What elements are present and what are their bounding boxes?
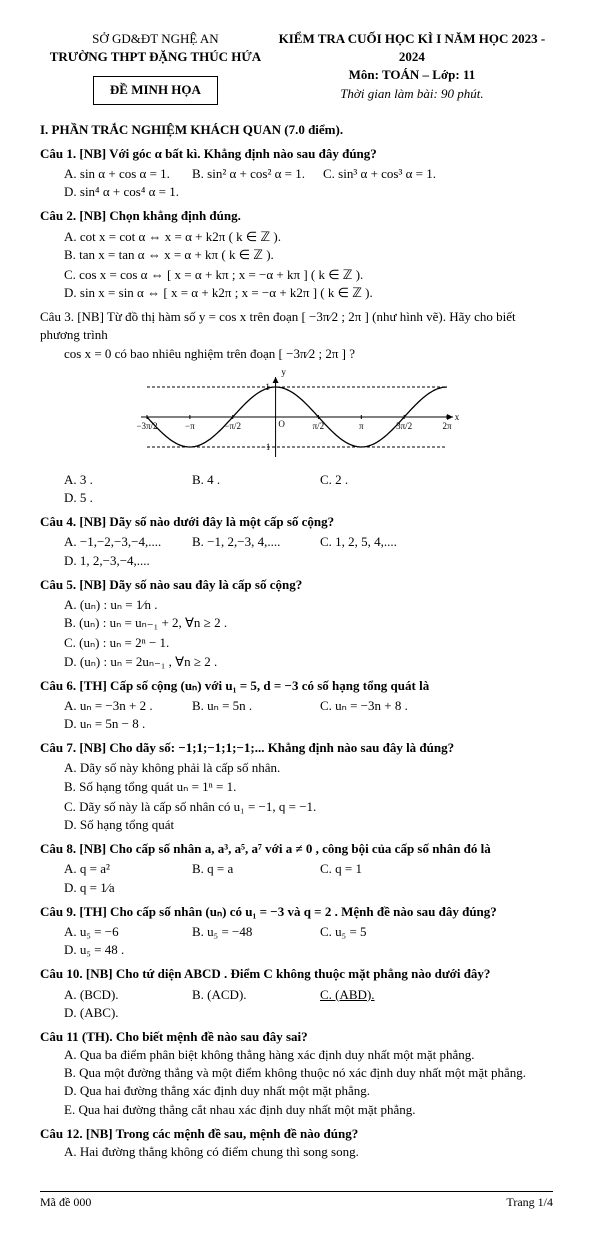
q4-stem: Câu 4. [NB] Dãy số nào dưới đây là một c… <box>40 513 553 531</box>
q10-C: C. (ABD). <box>320 986 430 1004</box>
q6-stem: Câu 6. [TH] Cấp số cộng (uₙ) với u₁ = 5,… <box>40 677 553 695</box>
q9-B: B. u₅ = −48 <box>192 923 302 941</box>
q11-A: A. Qua ba điểm phân biệt không thẳng hàn… <box>64 1046 553 1064</box>
q7-stem: Câu 7. [NB] Cho dãy số: −1;1;−1;1;−1;...… <box>40 739 553 757</box>
q4-D: D. 1, 2,−3,−4,.... <box>64 552 174 570</box>
svg-text:x: x <box>454 412 459 422</box>
exam-time: Thời gian làm bài: 90 phút. <box>271 85 553 103</box>
footer: Mã đề 000 Trang 1/4 <box>40 1191 553 1211</box>
q11-E: E. Qua hai đường thẳng cắt nhau xác định… <box>64 1101 553 1119</box>
q12-A: A. Hai đường thẳng không có điểm chung t… <box>64 1143 553 1161</box>
q3-C: C. 2 . <box>320 471 430 489</box>
header-right: KIỂM TRA CUỐI HỌC KÌ I NĂM HỌC 2023 - 20… <box>271 30 553 105</box>
q2-B: B. tan x = tan α ⇔ x = α + kπ ( k ∈ ℤ ). <box>64 246 304 264</box>
q11-D: D. Qua hai đường thẳng xác định duy nhất… <box>64 1082 553 1100</box>
q7-D: D. Số hạng tổng quát <box>64 816 304 834</box>
header: SỞ GD&ĐT NGHỆ AN TRƯỜNG THPT ĐẶNG THÚC H… <box>40 30 553 105</box>
q10-D: D. (ABC). <box>64 1004 174 1022</box>
q2-D: D. sin x = sin α ⇔ [ x = α + k2π ; x = −… <box>64 284 373 302</box>
dept: SỞ GD&ĐT NGHỆ AN <box>40 30 271 48</box>
q3-stem2: cos x = 0 có bao nhiêu nghiệm trên đoạn … <box>40 345 553 363</box>
q3-stem1: Câu 3. [NB] Từ đồ thị hàm số y = cos x t… <box>40 308 553 344</box>
q9: Câu 9. [TH] Cho cấp số nhân (uₙ) có u₁ =… <box>40 903 553 960</box>
q10-stem: Câu 10. [NB] Cho tứ diện ABCD . Điểm C k… <box>40 965 553 983</box>
header-left: SỞ GD&ĐT NGHỆ AN TRƯỜNG THPT ĐẶNG THÚC H… <box>40 30 271 105</box>
q1-C: C. sin³ α + cos³ α = 1. <box>323 165 436 183</box>
svg-text:2π: 2π <box>442 421 452 431</box>
page-number: Trang 1/4 <box>506 1194 553 1211</box>
q11-stem: Câu 11 (TH). Cho biết mệnh đề nào sau đâ… <box>40 1028 553 1046</box>
q9-C: C. u₅ = 5 <box>320 923 430 941</box>
q7-B: B. Số hạng tổng quát uₙ = 1ⁿ = 1. <box>64 778 304 796</box>
q6-A: A. uₙ = −3n + 2 . <box>64 697 174 715</box>
sample-box: ĐỀ MINH HỌA <box>93 76 218 104</box>
q3-A: A. 3 . <box>64 471 174 489</box>
q12: Câu 12. [NB] Trong các mệnh đề sau, mệnh… <box>40 1125 553 1161</box>
q12-stem: Câu 12. [NB] Trong các mệnh đề sau, mệnh… <box>40 1125 553 1143</box>
q4-A: A. −1,−2,−3,−4,.... <box>64 533 174 551</box>
q8: Câu 8. [NB] Cho cấp số nhân a, a³, a⁵, a… <box>40 840 553 897</box>
q5-D: D. (uₙ) : uₙ = 2uₙ₋₁ , ∀n ≥ 2 . <box>64 653 304 671</box>
q8-D: D. q = 1⁄a <box>64 879 174 897</box>
q10: Câu 10. [NB] Cho tứ diện ABCD . Điểm C k… <box>40 965 553 1022</box>
section1-title: I. PHẦN TRẮC NGHIỆM KHÁCH QUAN (7.0 điểm… <box>40 121 553 139</box>
q3-D: D. 5 . <box>64 489 174 507</box>
q5: Câu 5. [NB] Dãy số nào sau đây là cấp số… <box>40 576 553 671</box>
q1-A: A. sin α + cos α = 1. <box>64 165 174 183</box>
q2-C: C. cos x = cos α ⇔ [ x = α + kπ ; x = −α… <box>64 266 363 284</box>
q1-B: B. sin² α + cos² α = 1. <box>192 165 305 183</box>
svg-text:π/2: π/2 <box>312 421 324 431</box>
q9-A: A. u₅ = −6 <box>64 923 174 941</box>
q10-B: B. (ACD). <box>192 986 302 1004</box>
q1: Câu 1. [NB] Với góc α bất kì. Khẳng định… <box>40 145 553 202</box>
q7-C: C. Dãy số này là cấp số nhân có u₁ = −1,… <box>64 798 316 816</box>
subject: Môn: TOÁN – Lớp: 11 <box>271 66 553 84</box>
q8-A: A. q = a² <box>64 860 174 878</box>
q11: Câu 11 (TH). Cho biết mệnh đề nào sau đâ… <box>40 1028 553 1119</box>
q6-C: C. uₙ = −3n + 8 . <box>320 697 430 715</box>
q5-C: C. (uₙ) : uₙ = 2ⁿ − 1. <box>64 634 304 652</box>
q2-stem: Câu 2. [NB] Chọn khẳng định đúng. <box>40 207 553 225</box>
svg-text:π: π <box>359 421 364 431</box>
q4-B: B. −1, 2,−3, 4,.... <box>192 533 302 551</box>
q8-C: C. q = 1 <box>320 860 430 878</box>
q1-D: D. sin⁴ α + cos⁴ α = 1. <box>64 183 179 201</box>
q4: Câu 4. [NB] Dãy số nào dưới đây là một c… <box>40 513 553 570</box>
q9-D: D. u₅ = 48 . <box>64 941 174 959</box>
q5-A: A. (uₙ) : uₙ = 1⁄n . <box>64 596 304 614</box>
q9-stem: Câu 9. [TH] Cho cấp số nhân (uₙ) có u₁ =… <box>40 903 553 921</box>
q11-B: B. Qua một đường thẳng và một điểm không… <box>64 1064 553 1082</box>
q7: Câu 7. [NB] Cho dãy số: −1;1;−1;1;−1;...… <box>40 739 553 834</box>
exam-title: KIỂM TRA CUỐI HỌC KÌ I NĂM HỌC 2023 - 20… <box>271 30 553 66</box>
cos-graph: 1−1xy−3π/2−π−π/2Oπ/2π3π/22π <box>127 367 467 467</box>
exam-code: Mã đề 000 <box>40 1194 91 1211</box>
q6-D: D. uₙ = 5n − 8 . <box>64 715 174 733</box>
q3: Câu 3. [NB] Từ đồ thị hàm số y = cos x t… <box>40 308 553 507</box>
q6: Câu 6. [TH] Cấp số cộng (uₙ) với u₁ = 5,… <box>40 677 553 734</box>
svg-text:−1: −1 <box>260 442 270 452</box>
q2: Câu 2. [NB] Chọn khẳng định đúng. A. cot… <box>40 207 553 302</box>
q6-B: B. uₙ = 5n . <box>192 697 302 715</box>
svg-text:y: y <box>281 367 286 377</box>
q5-stem: Câu 5. [NB] Dãy số nào sau đây là cấp số… <box>40 576 553 594</box>
q10-A: A. (BCD). <box>64 986 174 1004</box>
q8-B: B. q = a <box>192 860 302 878</box>
q2-A: A. cot x = cot α ⇔ x = α + k2π ( k ∈ ℤ )… <box>64 228 304 246</box>
q5-B: B. (uₙ) : uₙ = uₙ₋₁ + 2, ∀n ≥ 2 . <box>64 614 304 632</box>
svg-text:O: O <box>278 419 285 429</box>
q3-B: B. 4 . <box>192 471 302 489</box>
school: TRƯỜNG THPT ĐẶNG THÚC HỨA <box>40 48 271 66</box>
q7-A: A. Dãy số này không phải là cấp số nhân. <box>64 759 304 777</box>
q1-stem: Câu 1. [NB] Với góc α bất kì. Khẳng định… <box>40 145 553 163</box>
q4-C: C. 1, 2, 5, 4,.... <box>320 533 430 551</box>
svg-text:1: 1 <box>265 382 270 392</box>
svg-text:−π: −π <box>185 421 195 431</box>
